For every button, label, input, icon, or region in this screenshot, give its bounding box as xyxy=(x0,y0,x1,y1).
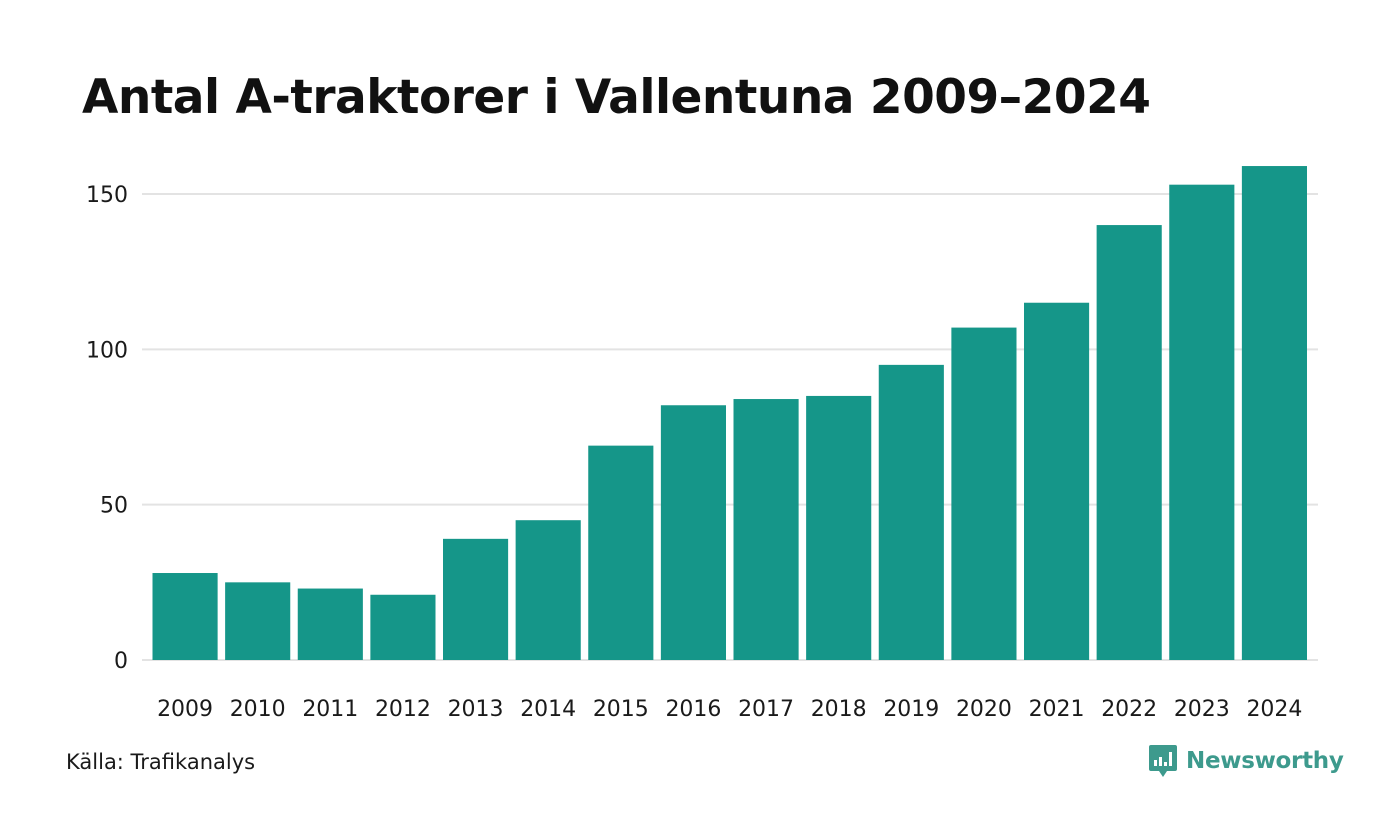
bar-2014 xyxy=(515,520,581,660)
x-tick-label: 2012 xyxy=(375,697,431,722)
x-tick-label: 2018 xyxy=(811,697,867,722)
bar-2009 xyxy=(152,573,218,660)
x-axis-ticks: 2009 2010 2011 2012 2013 2014 2015 2016 2017 2018… xyxy=(157,697,1302,722)
bar-2022 xyxy=(1096,225,1162,661)
bar-2023 xyxy=(1169,184,1235,660)
x-tick-label: 2019 xyxy=(883,697,939,722)
bar-2021 xyxy=(1024,302,1090,660)
bar-2015 xyxy=(588,445,654,660)
bar-2011 xyxy=(297,588,363,660)
brand-name: Newsworthy xyxy=(1186,748,1344,774)
newsworthy-logo-icon xyxy=(1149,745,1177,777)
x-tick-label: 2017 xyxy=(738,697,794,722)
y-tick-label: 150 xyxy=(86,183,128,208)
y-tick-label: 0 xyxy=(114,649,128,674)
bar-2012 xyxy=(370,594,436,660)
y-tick-label: 50 xyxy=(100,494,128,519)
bar-2013 xyxy=(443,538,509,660)
newsworthy-logo[interactable]: Newsworthy xyxy=(1148,744,1344,778)
bar-2016 xyxy=(660,405,726,660)
x-tick-label: 2014 xyxy=(520,697,576,722)
x-tick-label: 2021 xyxy=(1029,697,1085,722)
bar-2019 xyxy=(878,364,944,660)
y-axis-ticks: 0 50 100 150 xyxy=(86,183,128,674)
x-tick-label: 2011 xyxy=(302,697,358,722)
x-tick-label: 2016 xyxy=(665,697,721,722)
bar-2010 xyxy=(225,582,291,660)
bar-2018 xyxy=(806,395,872,660)
x-tick-label: 2009 xyxy=(157,697,213,722)
x-tick-label: 2023 xyxy=(1174,697,1230,722)
x-tick-label: 2024 xyxy=(1246,697,1302,722)
source-note: Källa: Trafikanalys xyxy=(66,750,256,774)
x-tick-label: 2010 xyxy=(230,697,286,722)
bar-2017 xyxy=(733,399,799,660)
chart-title: Antal A-traktorer i Vallentuna 2009–2024 xyxy=(82,70,1151,125)
bar-2024 xyxy=(1241,166,1307,661)
x-tick-label: 2013 xyxy=(448,697,504,722)
x-tick-label: 2015 xyxy=(593,697,649,722)
x-tick-label: 2022 xyxy=(1101,697,1157,722)
bar-2020 xyxy=(951,327,1017,660)
x-tick-label: 2020 xyxy=(956,697,1012,722)
y-tick-label: 100 xyxy=(86,338,128,363)
bars xyxy=(152,166,1307,661)
